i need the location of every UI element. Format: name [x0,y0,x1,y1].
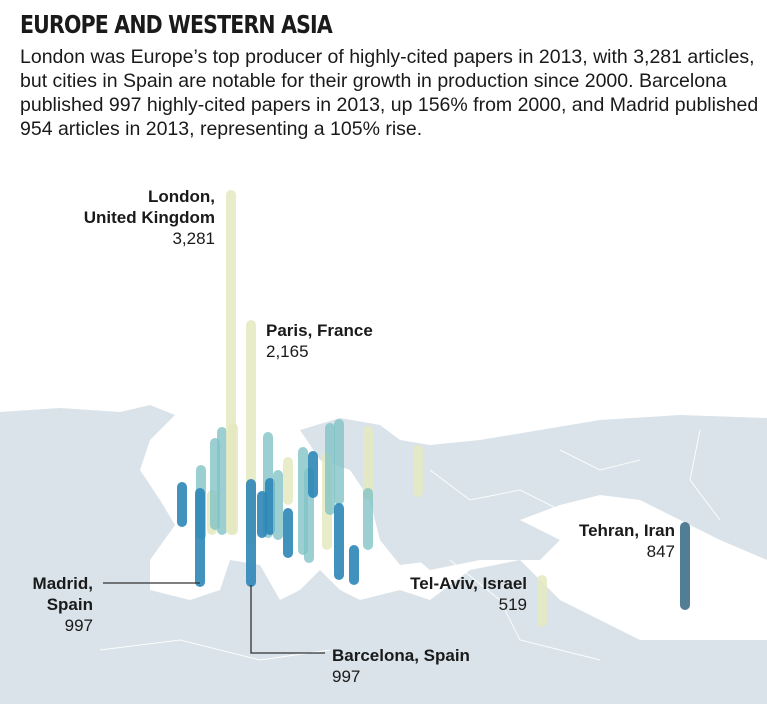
city-value: 519 [498,595,527,614]
bars [177,190,690,627]
label-barcelona: Barcelona, Spain 997 [332,645,470,687]
bar-london [226,190,236,535]
bar [283,508,293,558]
borders [99,429,721,661]
bar [334,503,344,580]
city-value: 3,281 [172,229,215,248]
barcelona-leader-line [250,585,325,654]
city-value: 997 [64,616,93,635]
bar [308,451,318,498]
description: London was Europe’s top producer of high… [20,46,759,140]
leader-lines [103,582,325,654]
label-madrid: Madrid, Spain 997 [33,573,93,636]
bar-tel-aviv [537,575,547,627]
bar [265,478,275,535]
bar [283,457,293,505]
bar [363,488,373,550]
city-name: Paris, France [266,321,373,340]
bar [363,426,373,500]
city-name: Barcelona, Spain [332,646,470,665]
label-paris: Paris, France 2,165 [266,320,373,362]
bar [257,491,267,538]
bar [217,427,227,535]
bar-barcelona [246,479,256,587]
city-value: 847 [646,542,675,561]
label-tehran: Tehran, Iran 847 [579,520,675,562]
city-value: 2,165 [266,342,309,361]
bar [413,445,423,497]
bar [325,423,335,515]
bar [273,470,283,540]
city-name: London, [147,187,215,206]
city-country: Spain [46,595,93,614]
bar-tehran [680,522,690,610]
label-tel-aviv: Tel-Aviv, Israel 519 [410,573,527,615]
bar [349,545,359,585]
city-country: United Kingdom [83,208,215,227]
city-value: 997 [332,667,361,686]
page-title: EUROPE AND WESTERN ASIA [20,10,333,39]
bar [334,419,344,505]
city-name: Tehran, Iran [578,521,675,540]
city-name: Madrid, [32,574,93,593]
bar [177,482,187,527]
bar-madrid [195,488,205,587]
label-london: London, United Kingdom 3,281 [84,186,215,249]
city-name: Tel-Aviv, Israel [410,574,527,593]
